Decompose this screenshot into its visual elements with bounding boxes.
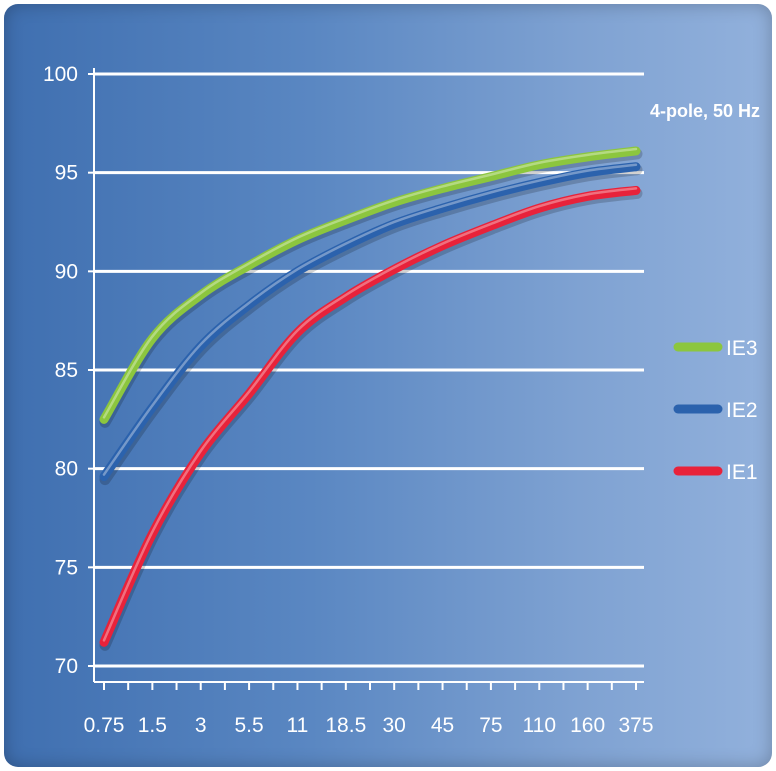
efficiency-line-chart: 70 75 80 85 90 95 100 0.75 1.5 3 5.5 11 18.5 30 45 75 1… <box>43 63 760 737</box>
y-tick-label: 70 <box>55 655 78 678</box>
legend-label-ie3: IE3 <box>726 337 758 360</box>
y-tick-label: 80 <box>55 458 78 481</box>
chart-annotation: 4-pole, 50 Hz <box>650 101 760 121</box>
x-tick-label: 30 <box>383 714 406 737</box>
series-line-ie1 <box>99 185 641 647</box>
y-axis-ticks: 70 75 80 85 90 95 100 <box>43 63 94 678</box>
x-tick-label: 1.5 <box>138 714 167 737</box>
legend: IE3 IE2 IE1 <box>673 337 758 484</box>
x-tick-label: 11 <box>287 714 309 737</box>
y-tick-label: 75 <box>55 556 78 579</box>
legend-label-ie1: IE1 <box>726 461 758 484</box>
series-highlight-ie2 <box>102 163 638 476</box>
x-tick-label: 45 <box>431 714 454 737</box>
chart-panel: 70 75 80 85 90 95 100 0.75 1.5 3 5.5 11 18.5 30 45 75 1… <box>4 4 772 767</box>
y-tick-label: 95 <box>55 162 78 185</box>
legend-label-ie2: IE2 <box>726 399 758 422</box>
x-tick-label: 0.75 <box>84 714 125 737</box>
x-tick-label: 3 <box>195 714 207 737</box>
series-highlight-ie3 <box>102 147 638 419</box>
series-line-ie2 <box>99 162 641 482</box>
x-tick-label: 160 <box>570 714 605 737</box>
series-lines <box>99 146 643 651</box>
x-axis-ticks: 0.75 1.5 3 5.5 11 18.5 30 45 75 110 160 375 <box>84 682 654 737</box>
x-tick-label: 18.5 <box>325 714 366 737</box>
y-tick-label: 85 <box>55 359 78 382</box>
x-tick-label: 75 <box>479 714 502 737</box>
x-tick-label: 375 <box>618 714 653 737</box>
y-tick-label: 100 <box>43 63 78 86</box>
x-tick-label: 110 <box>523 714 556 737</box>
y-tick-label: 90 <box>55 260 78 283</box>
series-highlight-ie1 <box>102 187 638 642</box>
series-shadow-ie1 <box>99 187 643 651</box>
x-tick-label: 5.5 <box>234 714 263 737</box>
series-line-ie3 <box>99 146 641 424</box>
